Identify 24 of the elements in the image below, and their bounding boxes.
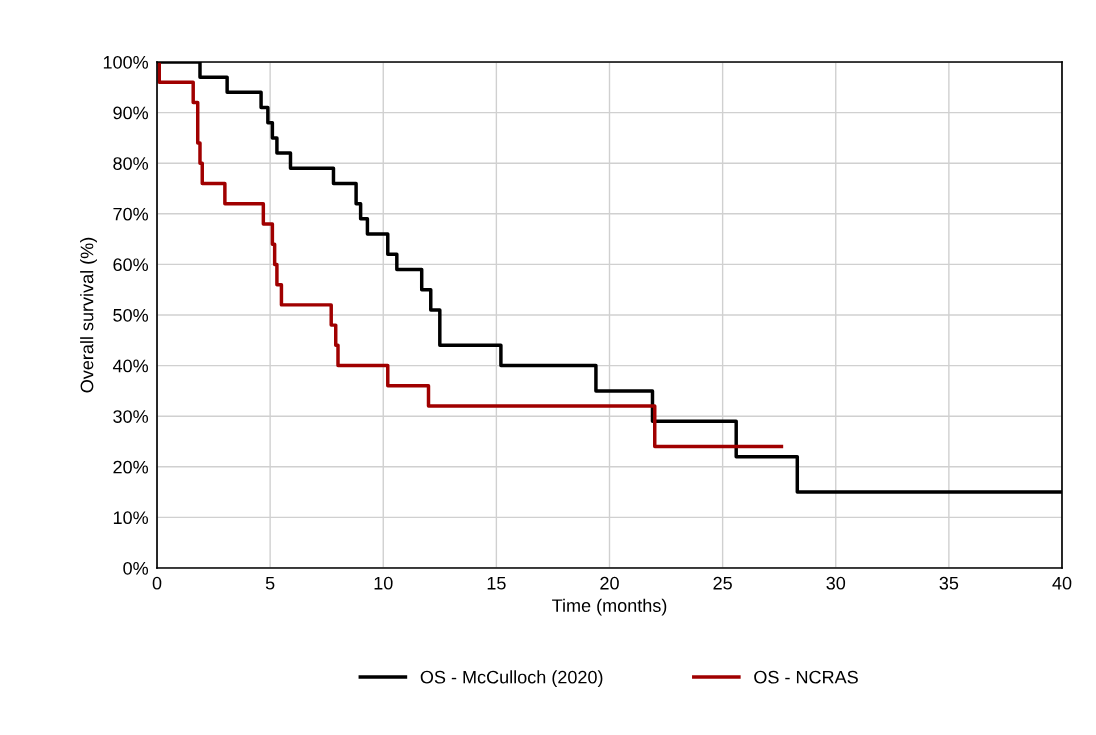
x-tick-label: 0 [152, 576, 162, 590]
x-tick-label: 25 [713, 576, 732, 590]
x-tick-label: 40 [1052, 576, 1072, 590]
y-tick-label: 40% [112, 359, 149, 373]
y-axis-title: Overall survival (%) [80, 237, 97, 393]
y-tick-label: 70% [113, 207, 149, 221]
x-tick-label: 10 [374, 576, 393, 590]
y-tick-label: 90% [113, 106, 149, 120]
x-axis-title: Time (months) [552, 598, 667, 616]
x-tick-label: 35 [939, 576, 959, 590]
y-tick-label: 0% [123, 561, 149, 575]
y-tick-label: 50% [113, 308, 149, 322]
y-tick-label: 10% [113, 511, 149, 525]
y-tick-label: 30% [113, 410, 149, 423]
legend-label: OS - NCRAS [754, 670, 858, 684]
y-tick-label: 80% [113, 157, 149, 170]
y-tick-label: 100% [103, 55, 149, 69]
x-tick-label: 15 [487, 577, 506, 590]
legend-label: OS - McCulloch (2020) [420, 670, 603, 688]
x-tick-label: 20 [600, 576, 619, 590]
x-tick-label: 30 [826, 576, 846, 590]
y-tick-label: 60% [113, 258, 149, 272]
y-tick-label: 20% [113, 460, 149, 474]
x-tick-label: 5 [265, 577, 275, 590]
